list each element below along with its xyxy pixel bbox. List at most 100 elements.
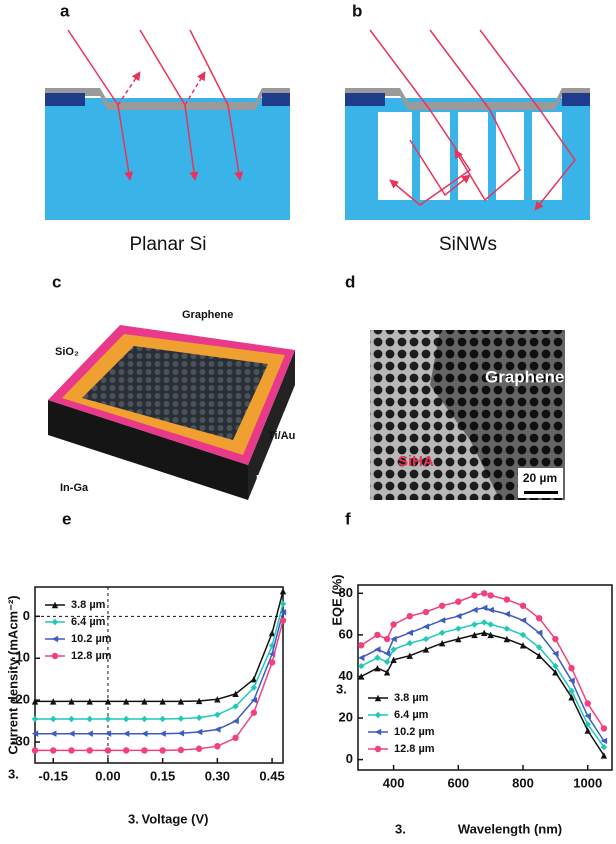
data-marker	[50, 715, 57, 723]
data-marker	[600, 743, 608, 751]
data-marker	[122, 747, 130, 754]
data-marker	[159, 698, 166, 705]
y-tick-label: -30	[11, 733, 30, 748]
x-tick-label: 0.15	[150, 768, 175, 783]
data-marker	[568, 694, 575, 701]
annotation: 3.	[336, 681, 347, 696]
data-marker	[519, 602, 527, 609]
data-marker	[519, 631, 527, 639]
data-marker	[86, 730, 93, 737]
chart: -0.15 0.00 0.15 0.30 0.45 0 -10 -20 -30 Voltage (…	[5, 586, 287, 826]
data-marker	[503, 625, 511, 632]
data-marker	[68, 715, 75, 723]
data-marker	[374, 664, 381, 672]
data-marker	[584, 721, 591, 728]
data-marker	[438, 602, 446, 609]
light-rays	[67, 29, 244, 181]
data-marker	[195, 714, 203, 721]
label: Graphene	[182, 309, 233, 321]
data-marker	[232, 703, 239, 710]
data-marker	[141, 715, 148, 723]
data-marker	[390, 635, 397, 643]
legend-label: 6.4 µm	[394, 709, 429, 721]
label: n-Si	[256, 472, 277, 484]
data-marker	[552, 650, 559, 657]
data-marker	[503, 635, 511, 643]
data-marker	[374, 745, 382, 753]
data-marker	[487, 592, 494, 599]
data-marker	[552, 662, 559, 670]
data-marker	[487, 606, 494, 614]
data-marker	[471, 631, 478, 639]
panel-label: b	[352, 1, 362, 20]
data-marker	[471, 592, 478, 599]
panel-label: f	[345, 509, 351, 528]
data-marker	[519, 642, 527, 649]
annotation: 3.	[128, 811, 139, 826]
data-marker	[471, 606, 478, 614]
data-marker	[383, 669, 391, 676]
data-marker	[480, 629, 488, 637]
panel-d: d Graphene SiHA 20 µm	[345, 272, 565, 500]
data-marker	[455, 598, 462, 605]
data-marker	[51, 601, 59, 609]
panel-label: c	[52, 272, 61, 291]
data-marker	[177, 698, 185, 705]
data-marker	[51, 635, 59, 643]
legend-label: 10.2 µm	[394, 726, 435, 738]
plot-frame	[34, 586, 284, 764]
data-marker	[50, 747, 57, 754]
contact-pad	[345, 93, 385, 106]
data-marker	[406, 652, 413, 659]
panel-label: a	[60, 1, 70, 20]
data-marker	[406, 640, 413, 647]
data-marker	[31, 698, 39, 705]
data-marker	[122, 730, 130, 737]
data-marker	[232, 717, 239, 725]
data-marker	[232, 734, 239, 742]
data-marker	[487, 631, 494, 639]
x-tick-label: 0.45	[259, 768, 284, 783]
data-marker	[86, 747, 93, 754]
x-tick-label: 600	[447, 775, 469, 790]
contact-pad	[262, 93, 290, 106]
data-marker	[568, 664, 575, 672]
data-marker	[141, 698, 148, 705]
y-axis-label: Current density (mAcm⁻²)	[5, 595, 20, 754]
data-marker	[584, 712, 591, 720]
x-tick-label: 0.30	[205, 768, 230, 783]
data-marker	[51, 652, 59, 660]
data-marker	[68, 747, 75, 754]
data-marker	[503, 610, 511, 618]
data-marker	[438, 629, 446, 637]
graphene-region	[430, 330, 565, 500]
data-marker	[383, 658, 391, 666]
data-marker	[195, 697, 203, 705]
data-marker	[68, 730, 75, 737]
label: Graphene	[485, 367, 564, 386]
data-marker	[250, 675, 258, 683]
data-marker	[535, 615, 543, 622]
data-marker	[390, 646, 397, 653]
data-marker	[122, 715, 130, 723]
x-axis-label: Wavelength (nm)	[458, 821, 562, 836]
data-marker	[177, 746, 185, 754]
data-marker	[250, 709, 258, 716]
data-marker	[86, 698, 93, 705]
data-marker	[31, 715, 39, 723]
data-marker	[535, 652, 543, 659]
data-marker	[159, 730, 166, 737]
data-marker	[455, 612, 462, 620]
data-marker	[358, 662, 365, 670]
contact-pad	[45, 93, 85, 106]
data-marker	[250, 684, 258, 691]
data-marker	[250, 696, 258, 704]
data-marker	[279, 587, 287, 595]
device-front	[48, 400, 248, 500]
legend-label: 12.8 µm	[71, 650, 112, 662]
data-marker	[50, 730, 57, 737]
data-marker	[159, 747, 166, 754]
data-marker	[438, 640, 446, 647]
data-marker	[390, 656, 397, 664]
